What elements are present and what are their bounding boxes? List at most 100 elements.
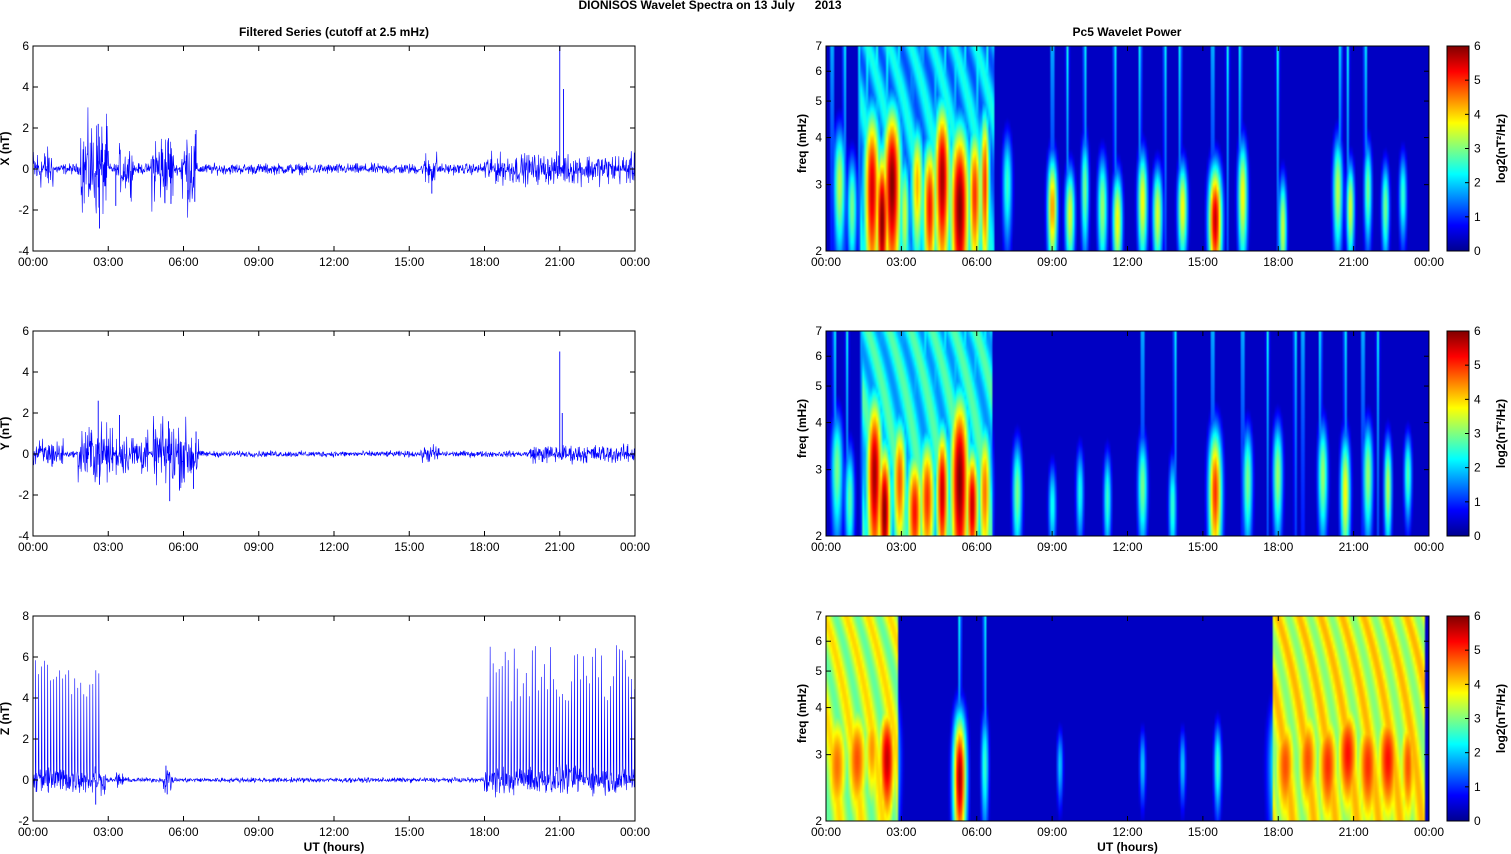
y-tick-label: 3: [815, 178, 822, 192]
series-line: [32, 416, 636, 491]
y-tick-label: 4: [815, 131, 822, 145]
x-tick-label: 00:00: [18, 540, 48, 554]
colorbar-tick-label: 1: [1474, 780, 1481, 794]
x-tick-label: 06:00: [168, 825, 198, 839]
y-tick-label: 2: [22, 732, 29, 746]
x-tick-label: 18:00: [1263, 825, 1293, 839]
series-line: [32, 645, 636, 798]
y-tick-label: 5: [815, 94, 822, 108]
colorbar-tick-label: 2: [1474, 746, 1481, 760]
y-tick-label: 4: [22, 691, 29, 705]
y-tick-label: 0: [22, 162, 29, 176]
y-axis-label: Z (nT): [0, 702, 12, 735]
colorbar-tick-label: 6: [1474, 324, 1481, 338]
colorbar-tick-label: 1: [1474, 210, 1481, 224]
plot-area: [33, 46, 635, 251]
x-tick-label: 21:00: [1339, 540, 1369, 554]
x-tick-label: 18:00: [469, 540, 499, 554]
x-tick-label: 12:00: [1112, 255, 1142, 269]
y-tick-label: 5: [815, 379, 822, 393]
x-tick-label: 09:00: [244, 255, 274, 269]
x-tick-label: 03:00: [886, 540, 916, 554]
colorbar-tick-label: 4: [1474, 107, 1481, 121]
y-tick-label: 6: [22, 324, 29, 338]
x-tick-label: 12:00: [1112, 825, 1142, 839]
colorbar-tick-label: 3: [1474, 427, 1481, 441]
colorbar-label: log2(nT²/Hz): [1494, 399, 1508, 468]
x-tick-label: 06:00: [962, 825, 992, 839]
wavelet-power-image: [826, 331, 1429, 536]
z-wavelet-power-panel: 2 3 4 5 6 7 freq (mHz) 00:00 03:00 06:00 09:00 12:0…: [795, 609, 1508, 854]
y-tick-label: 7: [815, 324, 822, 338]
x-tick-label: 00:00: [620, 825, 650, 839]
x-tick-label: 03:00: [93, 255, 123, 269]
x-axis-label: UT (hours): [304, 840, 365, 854]
colorbar-tick-label: 1: [1474, 495, 1481, 509]
colorbar-tick-label: 0: [1474, 529, 1481, 543]
x-tick-label: 09:00: [1037, 540, 1067, 554]
x-tick-label: 06:00: [962, 255, 992, 269]
colorbar-label: log2(nT²/Hz): [1494, 114, 1508, 183]
x-tick-label: 06:00: [168, 540, 198, 554]
x-tick-label: 12:00: [1112, 540, 1142, 554]
x-tick-label: 18:00: [469, 825, 499, 839]
y-tick-label: -2: [18, 814, 29, 828]
x-tick-label: 21:00: [1339, 255, 1369, 269]
x-tick-label: 00:00: [1414, 825, 1444, 839]
colorbar-tick-label: 6: [1474, 609, 1481, 623]
left-column-title: Filtered Series (cutoff at 2.5 mHz): [239, 25, 429, 39]
y-tick-label: 7: [815, 39, 822, 53]
y-tick-label: 6: [815, 634, 822, 648]
colorbar-tick-label: 6: [1474, 39, 1481, 53]
x-tick-label: 09:00: [1037, 825, 1067, 839]
x-tick-label: 18:00: [469, 255, 499, 269]
y-tick-label: -2: [18, 488, 29, 502]
y-tick-label: -4: [18, 244, 29, 258]
colorbar-tick-label: 2: [1474, 176, 1481, 190]
x-tick-label: 00:00: [18, 825, 48, 839]
x-tick-label: 21:00: [545, 825, 575, 839]
y-tick-label: 6: [22, 650, 29, 664]
colorbar-tick-label: 3: [1474, 712, 1481, 726]
x-tick-label: 00:00: [811, 255, 841, 269]
y-tick-label: 6: [815, 64, 822, 78]
colorbar-tick-label: 5: [1474, 358, 1481, 372]
y-tick-label: 6: [815, 349, 822, 363]
series-line: [32, 107, 636, 218]
x-tick-label: 03:00: [886, 825, 916, 839]
y-tick-label: 3: [815, 463, 822, 477]
x-tick-label: 12:00: [319, 255, 349, 269]
y-wavelet-power-panel: 2 3 4 5 6 7 freq (mHz) 00:00 03:00 06:00 09:00 12:0…: [795, 324, 1508, 554]
y-axis-label: freq (mHz): [795, 114, 809, 173]
plot-area: [33, 331, 635, 536]
colorbar-tick-label: 3: [1474, 142, 1481, 156]
x-tick-label: 00:00: [1414, 540, 1444, 554]
x-tick-label: 00:00: [1414, 255, 1444, 269]
x-tick-label: 15:00: [1188, 825, 1218, 839]
y-tick-label: 4: [22, 80, 29, 94]
y-tick-label: 0: [22, 773, 29, 787]
x-tick-label: 15:00: [394, 825, 424, 839]
x-tick-label: 21:00: [545, 255, 575, 269]
colorbar-tick-label: 0: [1474, 244, 1481, 258]
x-tick-label: 21:00: [545, 540, 575, 554]
y-tick-label: 5: [815, 664, 822, 678]
x-tick-label: 00:00: [620, 540, 650, 554]
z-component-line-panel: -2 0 2 4 6 8 Z (nT) 00:00 03:00 06:00 09:00 12:00 15…: [0, 609, 650, 854]
y-tick-label: -4: [18, 529, 29, 543]
x-tick-label: 12:00: [319, 540, 349, 554]
y-axis-label: X (nT): [0, 132, 12, 166]
y-tick-label: 2: [22, 406, 29, 420]
x-tick-label: 06:00: [962, 540, 992, 554]
colorbar-tick-label: 5: [1474, 73, 1481, 87]
x-tick-label: 15:00: [394, 255, 424, 269]
y-tick-label: 2: [815, 529, 822, 543]
y-tick-label: -2: [18, 203, 29, 217]
y-tick-label: 2: [815, 244, 822, 258]
x-tick-label: 00:00: [811, 540, 841, 554]
y-tick-label: 4: [815, 416, 822, 430]
x-tick-label: 18:00: [1263, 255, 1293, 269]
x-tick-label: 15:00: [1188, 255, 1218, 269]
y-component-line-panel: -4 -2 0 2 4 6 Y (nT) 00:00 03:00 06:00 09:00 12:00 1…: [0, 324, 650, 554]
y-tick-label: 7: [815, 609, 822, 623]
